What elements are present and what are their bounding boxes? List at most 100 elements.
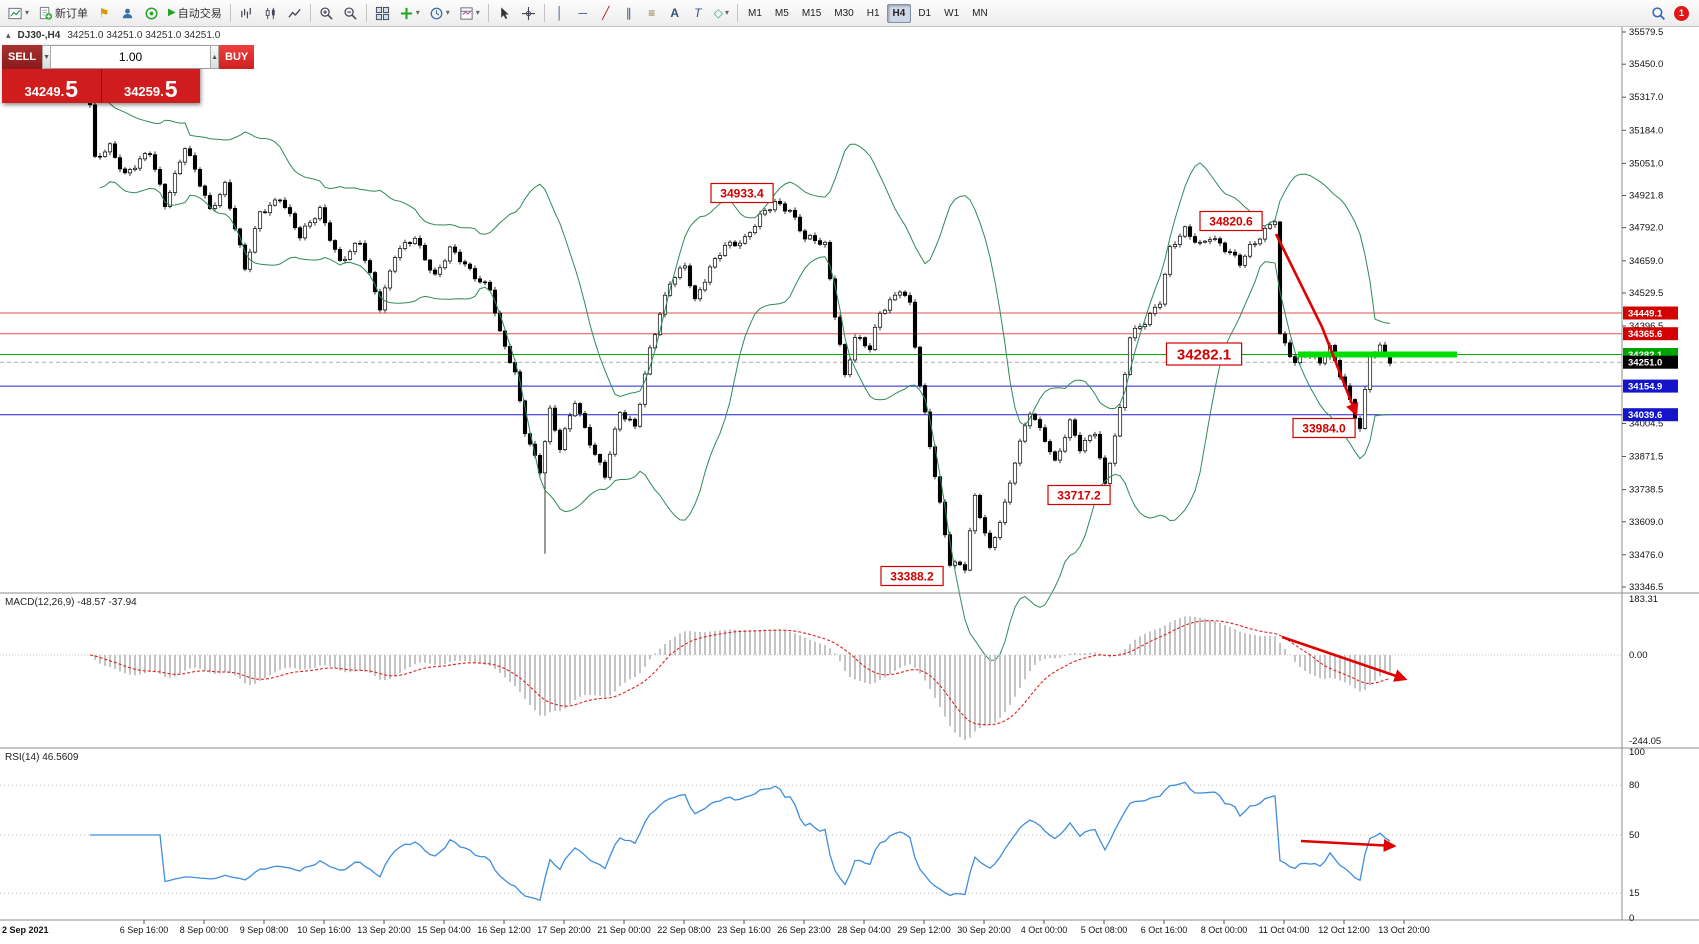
time-tick-label: 5 Oct 08:00	[1081, 925, 1128, 935]
price-annotation[interactable]	[1199, 210, 1263, 232]
auto-trading-label: 自动交易	[177, 8, 222, 20]
vertical-line-button[interactable]: │	[549, 2, 571, 24]
trend-arrow-macd[interactable]	[1281, 635, 1408, 682]
line-chart-icon	[288, 8, 301, 18]
horizontal-lines[interactable]	[0, 312, 1622, 416]
trend-arrow-rsi[interactable]	[1300, 838, 1397, 852]
zoom-out-button[interactable]	[339, 2, 362, 24]
rsi-label: RSI(14)	[5, 752, 40, 763]
new-order-button[interactable]: 新订单	[34, 2, 92, 24]
flag-button[interactable]: ⚑	[93, 2, 115, 24]
templates-button[interactable]: ▾	[455, 2, 484, 24]
separator	[229, 4, 231, 22]
trade-panel-toggle-icon[interactable]: ▴	[6, 30, 11, 40]
time-axis[interactable]: 2 Sep 2021 6 Sep 16:00 8 Sep 00:00 9 Sep 08…	[2, 920, 1430, 935]
indicators-button[interactable]: ▾	[395, 2, 424, 24]
macd-histogram	[94, 616, 1391, 740]
timeframe-group: M1 M5 M15 M30 H1 H4 D1 W1 MN	[742, 3, 994, 23]
price-tick-label: 35450.0	[1629, 59, 1663, 70]
bar-chart-icon	[240, 7, 251, 18]
line-chart-button[interactable]	[283, 2, 306, 24]
trade-panel-prices: 34249. 5 34259. 5	[2, 69, 200, 103]
sell-price-main: 34249.	[24, 83, 65, 99]
sell-button[interactable]: SELL	[2, 45, 43, 69]
toolbar: ▾ 新订单 ⚑ ▶ 自动交易 ▾ ▾ ▾	[0, 0, 1699, 27]
zoom-in-button[interactable]	[315, 2, 338, 24]
horizontal-line-button[interactable]: ─	[572, 2, 594, 24]
account-button[interactable]	[116, 2, 139, 24]
price-tick-label: 33609.0	[1629, 517, 1663, 528]
tile-windows-button[interactable]	[371, 2, 394, 24]
indicators-plus-icon	[400, 7, 412, 19]
timeframe-mn[interactable]: MN	[966, 4, 994, 23]
notification-badge[interactable]: 1	[1674, 5, 1689, 21]
fibonacci-button[interactable]: ≡	[641, 2, 663, 24]
trendline-button[interactable]: ╱	[595, 2, 617, 24]
bar-chart-button[interactable]	[235, 2, 258, 24]
community-button[interactable]	[140, 2, 163, 24]
channel-button[interactable]: ∥	[618, 2, 640, 24]
periods-button[interactable]: ▾	[425, 2, 454, 24]
price-annotation[interactable]	[1165, 342, 1243, 366]
macd-axis-label: 0.00	[1629, 650, 1648, 661]
price-badge-label: 34449.1	[1628, 309, 1663, 320]
auto-trading-button[interactable]: ▶ 自动交易	[164, 2, 226, 24]
volume-increase-button[interactable]: ▲	[210, 45, 219, 69]
timeframe-m30[interactable]: M30	[828, 4, 859, 23]
macd-values: -48.57 -37.94	[77, 597, 137, 608]
new-chart-icon	[8, 7, 22, 19]
rsi-axis-label: 80	[1629, 780, 1640, 791]
text-tool-button[interactable]: A	[664, 2, 686, 24]
trendline-icon: ╱	[602, 6, 610, 20]
time-tick-label: 22 Sep 08:00	[657, 925, 711, 935]
time-tick-label: 16 Sep 12:00	[477, 925, 531, 935]
macd-axis-label: 183.31	[1629, 594, 1658, 605]
time-tick-label: 30 Sep 20:00	[957, 925, 1011, 935]
trend-arrow-main[interactable]	[1274, 233, 1359, 417]
price-tick-label: 33346.5	[1629, 582, 1663, 593]
buy-button[interactable]: BUY	[219, 45, 255, 69]
price-badge	[1623, 327, 1678, 341]
timeframe-m5[interactable]: M5	[769, 4, 795, 23]
price-tick-label: 33476.0	[1629, 550, 1663, 561]
buy-price-main: 34259.	[123, 83, 164, 99]
new-order-label: 新订单	[55, 8, 89, 20]
text-tool-icon: A	[670, 6, 680, 20]
crosshair-button[interactable]	[517, 2, 540, 24]
search-button[interactable]	[1647, 2, 1670, 24]
candlestick-chart-button[interactable]	[259, 2, 282, 24]
timeframe-m15[interactable]: M15	[796, 4, 827, 23]
time-tick-label: 28 Sep 04:00	[837, 925, 891, 935]
template-icon	[460, 6, 473, 20]
fibonacci-icon: ≡	[648, 6, 656, 20]
new-chart-button[interactable]: ▾	[4, 2, 33, 24]
volume-decrease-button[interactable]: ▼	[42, 45, 52, 69]
macd-header: MACD(12,26,9) -48.57 -37.94	[5, 597, 137, 608]
price-annotation[interactable]	[710, 182, 774, 204]
price-axis[interactable]: 35579.5 35450.0 35317.0 35184.0 35051.0 34921…	[1622, 27, 1678, 924]
shapes-button[interactable]: ◇ ▾	[710, 2, 733, 24]
cursor-button[interactable]	[493, 2, 516, 24]
price-annotation-label: 34933.4	[720, 186, 764, 200]
candlestick-series	[87, 96, 1393, 574]
timeframe-m1[interactable]: M1	[742, 4, 768, 23]
label-tool-button[interactable]: T	[687, 2, 709, 24]
time-tick-label: 2 Sep 2021	[2, 925, 49, 935]
sell-price[interactable]: 34249. 5	[2, 69, 101, 103]
price-tick-label: 33738.5	[1629, 485, 1663, 496]
time-tick-label: 8 Sep 00:00	[180, 925, 229, 935]
timeframe-h1[interactable]: H1	[861, 4, 886, 23]
buy-price[interactable]: 34259. 5	[100, 69, 201, 103]
timeframe-h4[interactable]: H4	[886, 3, 912, 23]
price-annotation[interactable]	[1047, 484, 1111, 506]
price-annotation[interactable]	[1292, 417, 1356, 439]
timeframe-d1[interactable]: D1	[912, 4, 937, 23]
timeframe-w1[interactable]: W1	[938, 4, 965, 23]
price-annotation-label: 33984.0	[1302, 421, 1346, 435]
price-annotation[interactable]	[880, 565, 944, 587]
volume-input[interactable]	[51, 45, 211, 69]
crosshair-icon	[521, 6, 535, 20]
symbol-period-label: DJ30-,H4	[17, 30, 61, 41]
